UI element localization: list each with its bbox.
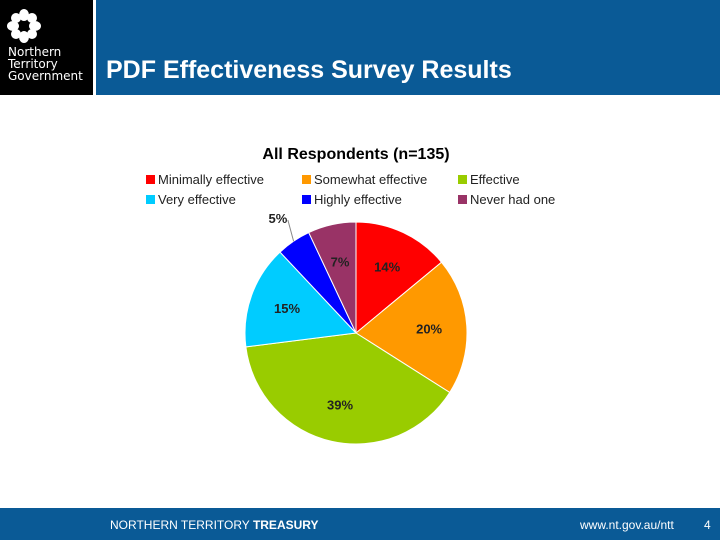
pie-slices bbox=[244, 221, 468, 445]
header-bar: Northern Territory Government PDF Effect… bbox=[0, 0, 720, 95]
legend-swatch bbox=[146, 175, 155, 184]
data-label: 20% bbox=[416, 321, 442, 336]
legend-label: Somewhat effective bbox=[314, 172, 427, 187]
pie-slice bbox=[355, 261, 468, 394]
pie-slice bbox=[308, 221, 357, 334]
footer-bar: NORTHERN TERRITORY TREASURY www.nt.gov.a… bbox=[0, 508, 720, 540]
legend-item: Highly effective bbox=[302, 192, 402, 207]
footer-org-regular: NORTHERN TERRITORY bbox=[110, 518, 250, 532]
data-label: 15% bbox=[274, 301, 300, 316]
pie-slice bbox=[355, 221, 443, 335]
logo-line: Northern bbox=[8, 45, 62, 59]
page-title: PDF Effectiveness Survey Results bbox=[106, 56, 512, 84]
data-label: 14% bbox=[374, 260, 400, 275]
legend-label: Effective bbox=[470, 172, 520, 187]
footer-org: NORTHERN TERRITORY TREASURY bbox=[110, 518, 319, 532]
legend-swatch bbox=[302, 195, 311, 204]
pie-chart: All Respondents (n=135) Minimally effect… bbox=[146, 146, 555, 445]
legend-label: Minimally effective bbox=[158, 172, 264, 187]
data-label: 5% bbox=[268, 211, 287, 226]
data-label: 39% bbox=[327, 397, 353, 412]
pie-slice bbox=[244, 251, 358, 348]
legend-swatch bbox=[458, 195, 467, 204]
chart-legend: Minimally effective Somewhat effective Eff… bbox=[146, 172, 555, 207]
pie-slice bbox=[245, 332, 451, 445]
page-number: 4 bbox=[704, 518, 711, 532]
legend-label: Highly effective bbox=[314, 192, 402, 207]
nt-government-logo: Northern Territory Government bbox=[0, 0, 93, 95]
legend-item: Effective bbox=[458, 172, 520, 187]
legend-label: Very effective bbox=[158, 192, 236, 207]
legend-swatch bbox=[146, 195, 155, 204]
legend-item: Never had one bbox=[458, 192, 555, 207]
legend-item: Very effective bbox=[146, 192, 236, 207]
legend-item: Somewhat effective bbox=[302, 172, 427, 187]
header-divider bbox=[93, 0, 96, 95]
footer-org-bold: TREASURY bbox=[252, 518, 319, 532]
data-label: 7% bbox=[331, 255, 350, 270]
logo-line: Territory bbox=[8, 57, 58, 71]
logo-line: Government bbox=[8, 69, 83, 83]
legend-swatch bbox=[302, 175, 311, 184]
footer-url[interactable]: www.nt.gov.au/ntt bbox=[580, 518, 674, 532]
logo-text: Northern Territory Government bbox=[8, 46, 83, 82]
legend-swatch bbox=[458, 175, 467, 184]
chart-title: All Respondents (n=135) bbox=[262, 146, 449, 163]
legend-item: Minimally effective bbox=[146, 172, 264, 187]
flower-icon bbox=[7, 9, 41, 43]
pie-labels: 14% 20% 39% 15% 5% 7% bbox=[268, 211, 442, 412]
legend-label: Never had one bbox=[470, 192, 555, 207]
leader-line bbox=[287, 219, 295, 242]
